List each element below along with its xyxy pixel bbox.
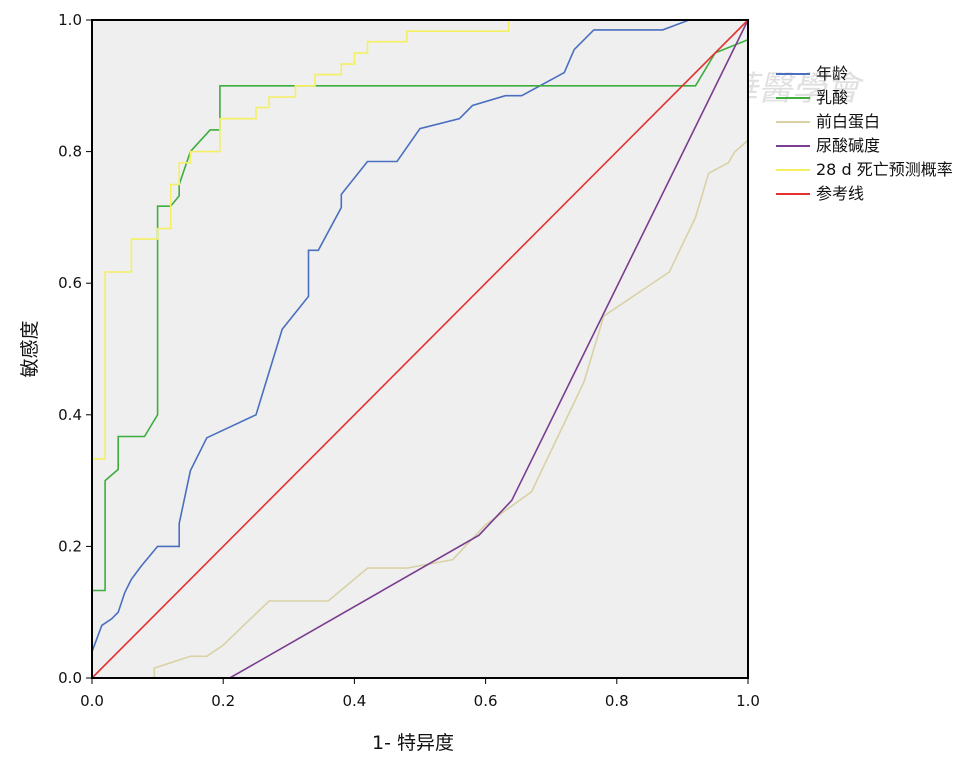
x-tick-label: 0.6 — [474, 692, 498, 710]
series-line-5 — [91, 19, 748, 678]
y-axis: 0.0 0.2 0.4 0.6 0.8 1.0 — [58, 11, 92, 687]
legend-item: 尿酸碱度 — [776, 136, 880, 155]
series-line-6 — [91, 19, 749, 679]
y-tick-label: 0.8 — [58, 143, 82, 161]
legend-label: 前白蛋白 — [816, 112, 880, 131]
y-axis-title: 敏感度 — [19, 320, 41, 377]
series-line-1 — [91, 19, 748, 659]
legend-label: 28 d 死亡预测概率 — [816, 160, 953, 179]
x-tick-label: 1.0 — [736, 692, 760, 710]
legend-label: 参考线 — [816, 184, 864, 203]
y-tick-label: 0.0 — [58, 669, 82, 687]
legend-item: 乳酸 — [776, 88, 848, 107]
legend-item: 28 d 死亡预测概率 — [776, 160, 953, 179]
legend-item: 前白蛋白 — [776, 112, 880, 131]
legend-item: 年龄 — [776, 64, 848, 83]
x-axis: 0.0 0.2 0.4 0.6 0.8 1.0 — [80, 678, 760, 710]
legend-item: 参考线 — [776, 184, 864, 203]
legend-label: 乳酸 — [816, 88, 848, 107]
legend-label: 尿酸碱度 — [816, 136, 880, 155]
x-tick-label: 0.4 — [342, 692, 366, 710]
y-tick-label: 0.4 — [58, 406, 82, 424]
y-tick-label: 0.2 — [58, 537, 82, 555]
x-axis-title: 1- 特异度 — [372, 732, 454, 754]
series-line-3 — [153, 139, 749, 678]
x-tick-label: 0.0 — [80, 692, 104, 710]
y-tick-label: 0.6 — [58, 274, 82, 292]
x-tick-label: 0.8 — [605, 692, 629, 710]
y-tick-label: 1.0 — [58, 11, 82, 29]
series-layer — [91, 19, 749, 679]
x-tick-label: 0.2 — [211, 692, 235, 710]
legend-label: 年龄 — [816, 64, 848, 83]
plot-frame — [91, 19, 749, 679]
